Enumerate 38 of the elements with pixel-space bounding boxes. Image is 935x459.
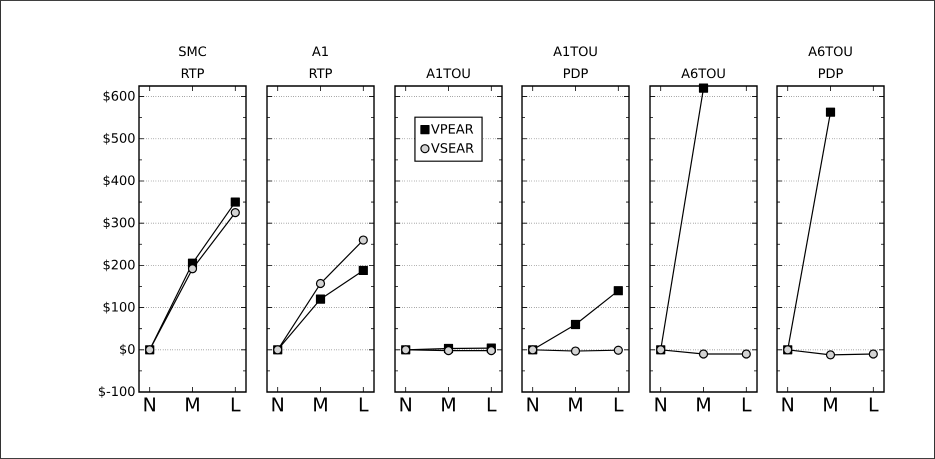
chart-subtitle: PDP <box>564 68 588 78</box>
chart-title: A1TOU <box>553 46 597 56</box>
x-tick-label: N <box>144 398 155 412</box>
x-tick-label: L <box>232 398 240 412</box>
y-tick-label: $400 <box>104 175 135 187</box>
x-tick-label: N <box>400 398 411 412</box>
chart-title: A1TOU <box>426 68 470 78</box>
chart-title: A6TOU <box>808 46 852 56</box>
legend-label: VSEAR <box>431 143 474 153</box>
y-tick-label: $0 <box>120 344 135 356</box>
y-tick-label: $300 <box>104 217 135 230</box>
x-tick-label: L <box>870 398 878 412</box>
x-tick-label: M <box>569 398 582 412</box>
x-tick-label: L <box>488 398 496 412</box>
chart-subtitle: RTP <box>310 68 332 78</box>
x-tick-label: M <box>442 398 455 412</box>
y-tick-label: $100 <box>104 302 135 314</box>
x-tick-label: L <box>614 398 624 412</box>
x-tick-label: M <box>824 398 837 412</box>
chart-title: A6TOU <box>681 68 725 78</box>
x-tick-label: N <box>272 398 283 412</box>
chart-title: A1 <box>312 46 328 56</box>
y-tick-label: $600 <box>104 90 135 102</box>
chart-subtitle: PDP <box>818 68 843 78</box>
chart-title: SMC <box>179 46 206 56</box>
y-tick-label: $-100 <box>98 386 135 398</box>
x-tick-label: N <box>782 398 793 412</box>
x-tick-label: N <box>527 398 538 412</box>
legend-label: VPEAR <box>431 124 474 134</box>
y-tick-label: $200 <box>104 260 135 272</box>
x-tick-label: M <box>186 398 199 412</box>
chart-subtitle: RTP <box>182 68 204 78</box>
x-tick-label: N <box>655 398 666 412</box>
y-tick-label: $500 <box>104 132 135 145</box>
x-tick-label: M <box>697 398 710 412</box>
x-tick-label: M <box>314 398 327 412</box>
x-tick-label: L <box>360 398 368 412</box>
x-tick-label: L <box>742 398 752 412</box>
